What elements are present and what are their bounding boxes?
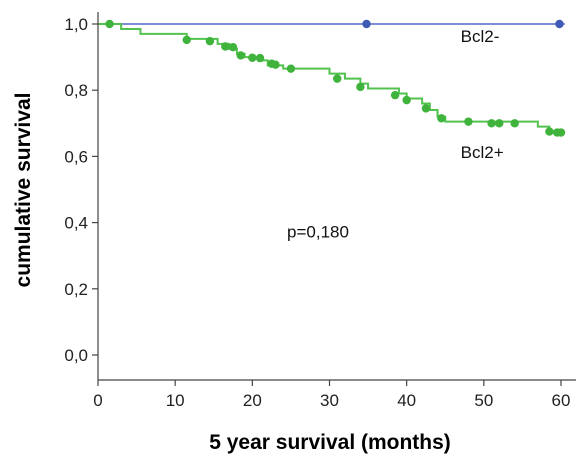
censor-point-bcl2- — [464, 117, 473, 126]
axes: 0,0 0,2 0,4 0,6 0,8 1,0 0 10 20 30 40 50 60 — [64, 12, 576, 410]
x-tick-label: 20 — [243, 391, 262, 410]
censor-point-bcl2- — [255, 53, 265, 63]
censor-point-bcl2- — [510, 119, 519, 128]
x-tick-label: 50 — [474, 391, 493, 410]
censor-point-bcl2- — [421, 104, 431, 113]
y-tick-label: 0,8 — [64, 81, 88, 100]
censor-point-bcl2- — [356, 82, 365, 92]
censor-point-bcl2- — [236, 51, 245, 60]
censor-point-bcl2- — [390, 90, 400, 100]
censor-point-bcl2- — [402, 95, 411, 105]
censor-point-bcl2- — [105, 19, 114, 29]
y-axis-title: cumulative survival — [12, 93, 35, 288]
censor-point-bcl2- — [545, 127, 554, 136]
censor-point-bcl2- — [271, 60, 280, 69]
plot-area: Bcl2- Bcl2+ p=0,180 — [98, 19, 566, 241]
censor-point-bcl2- — [437, 114, 446, 123]
p-value-annotation: p=0,180 — [287, 222, 349, 241]
censor-point-bcl2- — [228, 42, 238, 52]
x-tick-label: 40 — [397, 391, 416, 410]
x-tick-label: 0 — [93, 391, 102, 410]
censor-point-bcl2- — [555, 19, 564, 29]
y-tick-label: 0,2 — [64, 280, 88, 299]
x-axis-title: 5 year survival (months) — [209, 431, 451, 454]
censor-point-bcl2- — [248, 53, 257, 62]
censor-point-bcl2- — [495, 119, 504, 128]
x-tick-label: 60 — [552, 391, 571, 410]
censor-point-bcl2- — [286, 64, 296, 73]
series-annotation: Bcl2- — [461, 27, 500, 46]
y-tick-label: 0,6 — [64, 147, 88, 166]
x-tick-label: 10 — [166, 391, 185, 410]
y-tick-label: 1,0 — [64, 15, 88, 34]
censor-point-bcl2- — [205, 37, 215, 46]
censor-point-bcl2- — [221, 42, 230, 51]
y-tick-label: 0,0 — [64, 346, 88, 365]
censor-point-bcl2- — [487, 119, 496, 128]
censor-point-bcl2- — [556, 128, 566, 137]
censor-point-bcl2- — [333, 74, 342, 83]
series-line-bcl2- — [98, 23, 565, 133]
y-tick-label: 0,4 — [64, 214, 88, 233]
series-annotation: Bcl2+ — [461, 143, 504, 162]
censor-point-bcl2- — [182, 35, 191, 45]
x-tick-label: 30 — [320, 391, 339, 410]
censor-point-bcl2- — [362, 19, 371, 29]
